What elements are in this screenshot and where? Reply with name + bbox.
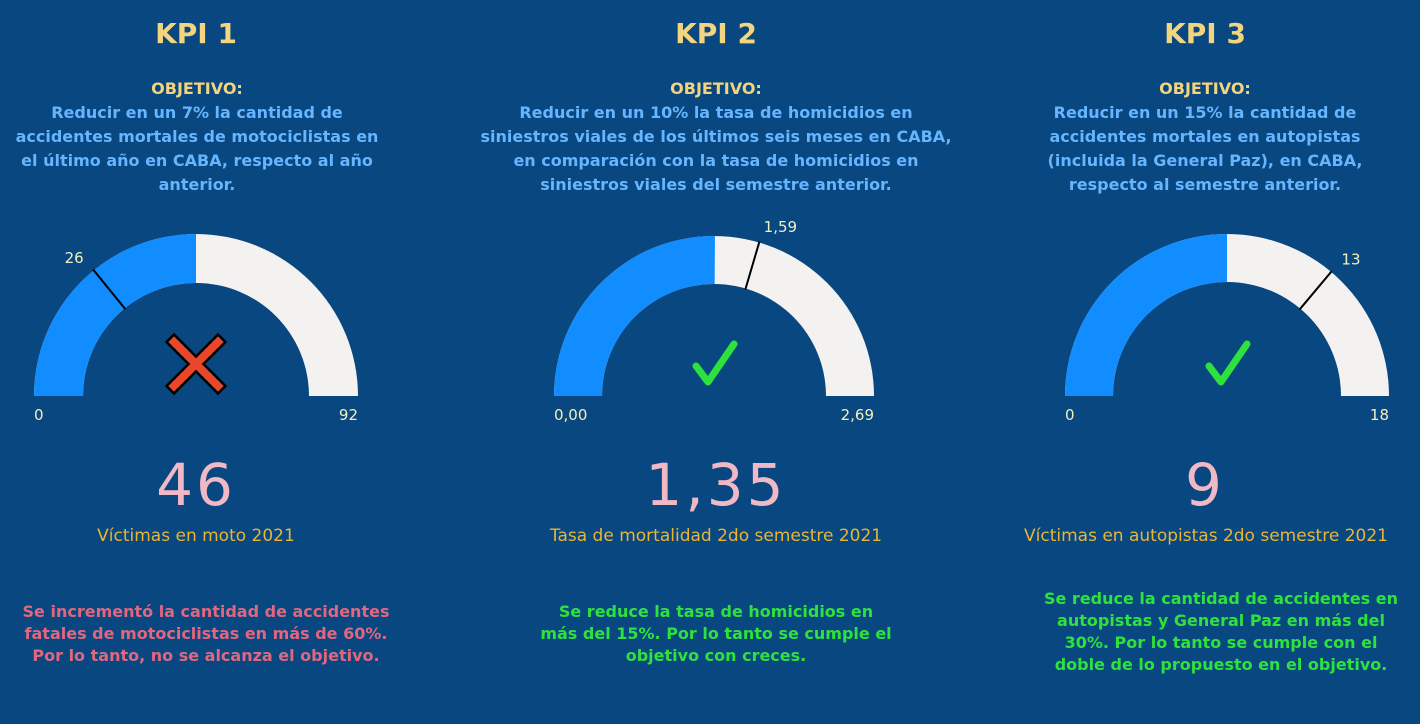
- gauge-min-label: 0: [1065, 406, 1075, 424]
- objective-text: Reducir en un 7% la cantidad de accident…: [15, 103, 379, 194]
- kpi-conclusion: Se incrementó la cantidad de accidentes …: [22, 602, 390, 665]
- gauge-max-label: 92: [339, 406, 358, 424]
- gauge-target-label: 13: [1341, 251, 1360, 269]
- cross-icon: [164, 332, 228, 396]
- gauge-chart: 13 0 18: [1065, 234, 1389, 424]
- check-icon: [1205, 340, 1251, 386]
- gauge-target-marker: [1298, 270, 1333, 311]
- kpi-value: 9: [1185, 451, 1225, 519]
- kpi-caption: Tasa de mortalidad 2do semestre 2021: [549, 526, 883, 546]
- objective-label: OBJETIVO:: [1159, 79, 1251, 98]
- gauge-value-fill: [554, 236, 715, 396]
- kpi-card-3: KPI 3 OBJETIVO: Reducir en un 15% la can…: [1020, 0, 1398, 724]
- objective-label: OBJETIVO:: [151, 79, 243, 98]
- objective-label: OBJETIVO:: [670, 79, 762, 98]
- kpi-title: KPI 2: [675, 17, 757, 50]
- kpi-title: KPI 1: [155, 17, 237, 50]
- kpi-card-2: KPI 2 OBJETIVO: Reducir en un 10% la tas…: [478, 0, 954, 724]
- gauge-target-label: 1,59: [764, 218, 797, 236]
- gauge-target-marker: [92, 268, 127, 310]
- objective-text: Reducir en un 10% la tasa de homicidios …: [480, 103, 952, 194]
- kpi-card-1: KPI 1 OBJETIVO: Reducir en un 7% la cant…: [14, 0, 390, 724]
- kpi-conclusion: Se reduce la tasa de homicidios en más d…: [540, 602, 892, 665]
- check-icon: [692, 340, 738, 386]
- gauge-chart: 1,59 0,00 2,69: [554, 218, 874, 424]
- kpi-objective: OBJETIVO: Reducir en un 15% la cantidad …: [1032, 77, 1378, 197]
- gauge-max-label: 2,69: [841, 406, 874, 424]
- kpi-conclusion: Se reduce la cantidad de accidentes en a…: [1043, 589, 1399, 674]
- gauge-target-marker: [744, 241, 761, 290]
- kpi-caption: Víctimas en moto 2021: [97, 526, 295, 546]
- gauge-value-fill: [1065, 234, 1227, 396]
- kpi-value: 46: [156, 451, 236, 519]
- objective-text: Reducir en un 15% la cantidad de acciden…: [1047, 103, 1363, 194]
- kpi-objective: OBJETIVO: Reducir en un 7% la cantidad d…: [12, 77, 382, 197]
- kpi-value: 1,35: [645, 451, 787, 519]
- kpi-title: KPI 3: [1164, 17, 1246, 50]
- gauge-min-label: 0,00: [554, 406, 587, 424]
- gauge-max-label: 18: [1370, 406, 1389, 424]
- kpi-caption: Víctimas en autopistas 2do semestre 2021: [1024, 526, 1388, 546]
- gauge-min-label: 0: [34, 406, 44, 424]
- kpi-objective: OBJETIVO: Reducir en un 10% la tasa de h…: [478, 77, 954, 197]
- gauge-chart: 26 0 92: [34, 234, 358, 424]
- gauge-target-label: 26: [65, 249, 84, 267]
- gauge-value-fill: [34, 234, 196, 396]
